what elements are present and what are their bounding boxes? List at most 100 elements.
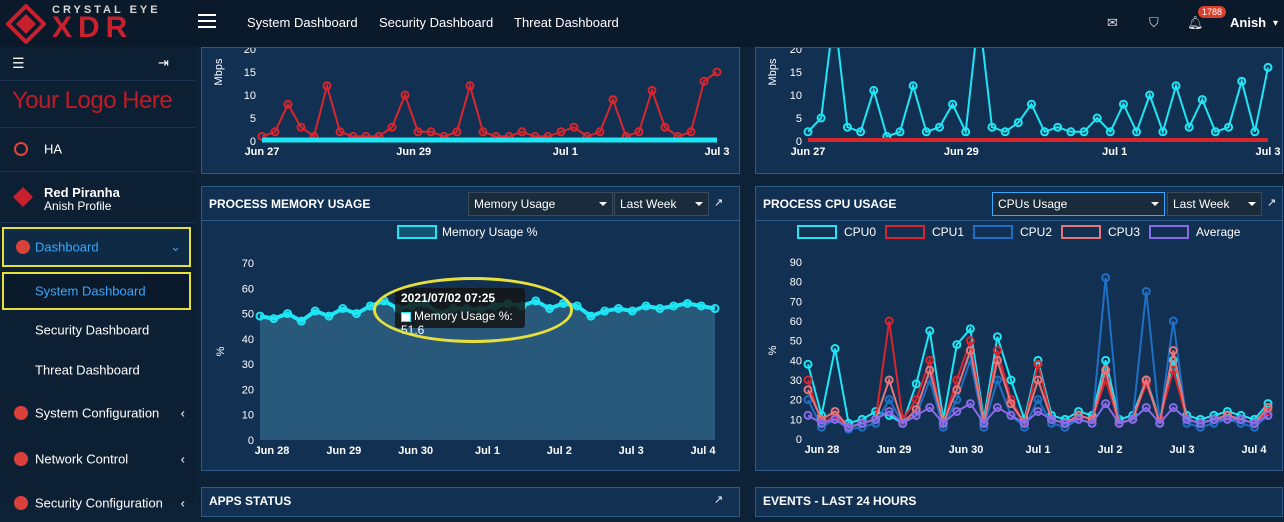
y-tick-label: 10 [244, 90, 256, 102]
user-menu[interactable]: Anish [1230, 15, 1267, 30]
data-point [987, 122, 997, 132]
sidebar-item-label: Threat Dashboard [35, 362, 140, 378]
chevron-down-icon[interactable]: ▾ [1273, 18, 1279, 29]
data-point [283, 309, 293, 319]
tab-threat-dashboard[interactable]: Threat Dashboard [514, 15, 619, 30]
data-point [1171, 81, 1181, 91]
data-point [1128, 414, 1138, 424]
data-point [1197, 95, 1207, 105]
data-point [413, 127, 423, 137]
x-tick-label: Jul 4 [1241, 444, 1267, 456]
data-point [1132, 127, 1142, 137]
tab-system-dashboard[interactable]: System Dashboard [247, 15, 358, 30]
data-point [884, 406, 894, 416]
logout-icon[interactable]: ⇥ [158, 55, 169, 70]
bell-icon[interactable]: 🔔︎ [1187, 15, 1204, 30]
data-point [1168, 403, 1178, 413]
data-point [426, 127, 436, 137]
data-point [1105, 127, 1115, 137]
y-axis-label: % [767, 345, 779, 355]
data-point [1145, 90, 1155, 100]
data-point [1000, 127, 1010, 137]
menu-icon[interactable]: ☰ [12, 55, 25, 71]
data-point [911, 410, 921, 420]
data-point [1224, 122, 1234, 132]
data-point [992, 355, 1002, 365]
data-point [647, 85, 657, 95]
sidebar-item-label: HA [44, 141, 63, 157]
sidebar-item-system-dashboard[interactable]: System Dashboard [2, 272, 191, 310]
data-point [803, 359, 813, 369]
sidebar-item-network-control[interactable]: Network Control ‹ [0, 440, 195, 478]
legend-label: CPU0 [844, 225, 876, 239]
data-point [1263, 410, 1273, 420]
data-point [803, 127, 813, 137]
data-point [1033, 359, 1043, 369]
legend-label: Average [1196, 225, 1241, 239]
data-point [925, 355, 935, 365]
external-link-icon[interactable]: ↗ [1267, 197, 1277, 209]
y-tick-label: 20 [242, 384, 254, 396]
data-point [1168, 346, 1178, 355]
sidebar-item-security-dashboard[interactable]: Security Dashboard [0, 311, 195, 349]
data-point [296, 122, 306, 132]
series-line [261, 71, 718, 139]
sidebar-item-system-configuration[interactable]: System Configuration ‹ [0, 394, 195, 432]
shield-icon[interactable]: ⛉ [1149, 15, 1159, 30]
y-tick-label: 70 [242, 258, 254, 270]
data-point [992, 346, 1002, 355]
brand-logo[interactable]: CRYSTAL EYE XDR [0, 0, 195, 47]
sidebar-item-label: Network Control [35, 451, 129, 467]
panel-title: APPS STATUS [209, 494, 292, 508]
data-point [830, 414, 840, 424]
data-point [921, 127, 931, 137]
data-point [1101, 273, 1111, 283]
hamburger-icon[interactable] [198, 14, 216, 28]
time-range-select[interactable]: Last Week [614, 192, 709, 216]
external-link-icon[interactable]: ↗ [714, 197, 724, 209]
data-point [857, 418, 867, 428]
shield-icon [14, 496, 28, 510]
sidebar-item-security-configuration[interactable]: Security Configuration ‹ [0, 484, 195, 522]
data-point [1222, 414, 1232, 424]
y-axis-label: % [215, 346, 227, 356]
data-point [884, 395, 894, 405]
y-tick-label: 50 [242, 309, 254, 321]
data-point [803, 375, 813, 385]
data-point [572, 301, 582, 311]
data-point [1053, 122, 1063, 132]
data-point [322, 81, 332, 91]
tab-security-dashboard[interactable]: Security Dashboard [379, 15, 494, 30]
y-tick-label: 10 [242, 410, 254, 422]
time-range-select[interactable]: Last Week [1167, 192, 1262, 216]
data-point [842, 122, 852, 132]
brand-tagline: CRYSTAL EYE [52, 4, 161, 16]
legend-swatch [797, 225, 837, 239]
x-tick-label: Jun 30 [949, 444, 984, 456]
red-piranha-icon [13, 187, 33, 207]
memory-usage-select[interactable]: Memory Usage [468, 192, 613, 216]
data-point [1141, 287, 1151, 296]
data-point [992, 332, 1002, 342]
sidebar-item-label: System Configuration [35, 405, 160, 421]
x-tick-label: Jul 3 [704, 146, 729, 158]
x-tick-label: Jul 2 [547, 445, 572, 457]
data-point [296, 316, 306, 326]
chevron-left-icon: ‹ [180, 405, 185, 421]
external-link-icon[interactable]: ↗ [714, 494, 724, 506]
sidebar: CRYSTAL EYE XDR ☰ ⇥ Your Logo Here HA Re… [0, 0, 195, 511]
mail-icon[interactable]: ✉ [1107, 15, 1118, 30]
data-point [710, 304, 720, 314]
sidebar-item-dashboard[interactable]: Dashboard ⌄ [2, 227, 191, 267]
data-point [844, 422, 854, 432]
data-point [925, 365, 935, 375]
y-tick-label: 10 [790, 414, 802, 426]
sidebar-item-threat-dashboard[interactable]: Threat Dashboard [0, 351, 195, 389]
cpus-usage-select[interactable]: CPUs Usage [992, 192, 1165, 216]
data-point [965, 336, 975, 346]
y-tick-label: 10 [790, 90, 802, 102]
data-point [699, 76, 709, 86]
x-tick-label: Jun 28 [805, 444, 840, 456]
data-point [452, 127, 462, 137]
sidebar-item-ha[interactable]: HA [0, 130, 195, 168]
